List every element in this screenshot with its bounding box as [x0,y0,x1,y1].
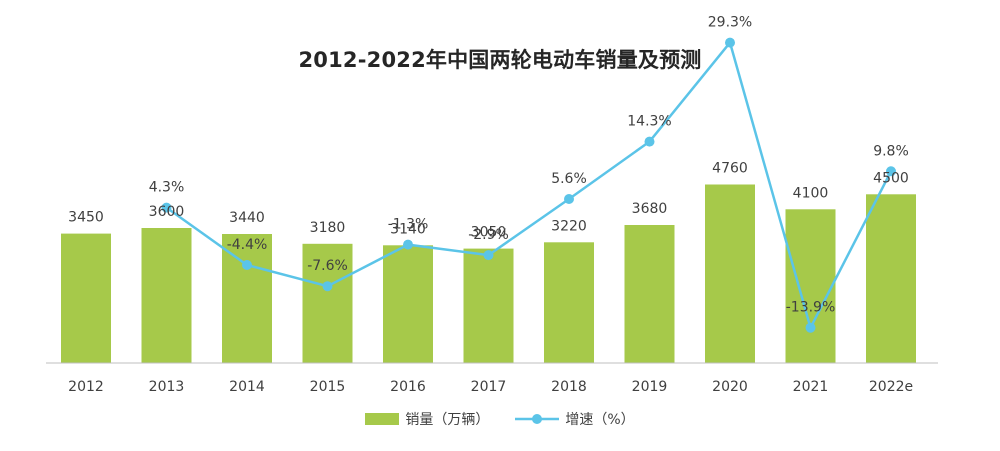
bar-value-label-2012: 3450 [68,210,104,226]
x-tick-layer: 2012 2013 2014 2015 2016 2017 2018 2019 2020 2021… [68,379,913,395]
bar-2016 [383,245,433,364]
growth-point-2015 [322,281,333,292]
growth-label-2014: -4.4% [227,237,268,253]
bar-2017 [463,248,514,363]
legend-sales-label: 销量（万辆） [405,412,490,428]
growth-line [165,41,893,329]
x-tick-2020: 2020 [712,379,748,395]
labels-layer: 3450 3600 3440 3180 3140 3050 3220 3680 4760 4100… [68,15,909,316]
growth-point-2022e [886,166,896,177]
growth-label-2021: -13.9% [786,300,836,316]
x-tick-2019: 2019 [632,379,668,395]
growth-label-2020: 29.3% [708,15,752,31]
bar-value-label-2014: 3440 [229,210,265,226]
legend-line-swatch [515,414,560,424]
growth-point-2013 [161,202,172,213]
bar-2013 [141,228,192,363]
growth-point-2016 [403,239,413,250]
growth-point-2019 [644,136,655,147]
growth-label-2015: -7.6% [307,258,348,274]
bar-value-label-2021: 4100 [793,185,829,201]
bars-layer [61,184,916,364]
growth-point-2021 [805,322,816,333]
legend-bar-swatch [365,413,400,425]
legend-item-growth: 增速（%） [515,409,635,429]
bar-value-label-2020: 4760 [712,161,748,177]
growth-point-2018 [564,194,574,204]
bar-2022e [866,194,916,364]
legend-item-sales: 销量（万辆） [365,409,489,429]
bar-value-label-2018: 3220 [551,218,587,234]
x-tick-2014: 2014 [229,379,265,395]
x-tick-2022e: 2022e [869,379,913,395]
line-layer [161,37,896,333]
growth-label-2013: 4.3% [149,180,185,196]
growth-point-2014 [242,260,252,270]
legend-growth-label: 增速（%） [565,412,635,428]
legend: 销量（万辆） 增速（%） [0,409,1000,429]
chart-title: 2012-2022年中国两轮电动车销量及预测 [298,48,702,72]
x-tick-2012: 2012 [68,379,104,395]
bar-value-label-2016: 3140 [390,221,426,237]
bar-2021 [785,209,836,364]
x-tick-2015: 2015 [310,379,346,395]
x-tick-2017: 2017 [471,379,507,395]
bar-2015 [302,243,353,364]
growth-label-2022e: 9.8% [873,143,909,159]
growth-point-2017 [483,250,494,261]
bar-value-label-2013: 3600 [149,204,185,220]
bar-2018 [544,242,594,364]
bar-value-label-2019: 3680 [632,201,668,217]
growth-label-2018: 5.6% [551,171,587,187]
x-tick-2018: 2018 [551,379,587,395]
bar-2019 [624,225,675,363]
growth-point-2020 [725,37,735,48]
x-tick-2016: 2016 [390,379,426,395]
bar-value-label-2017: 3050 [471,225,507,241]
growth-label-2017: -2.9% [468,227,509,243]
bar-value-label-2015: 3180 [310,220,346,236]
bar-2014 [222,234,272,363]
growth-label-2019: 14.3% [627,114,671,130]
x-tick-2021: 2021 [793,379,829,395]
x-tick-2013: 2013 [149,379,185,395]
growth-label-2016: -1.3% [388,217,429,233]
bar-value-label-2022e: 4500 [873,170,909,186]
bar-2020 [705,184,755,363]
bar-2012 [61,233,111,363]
